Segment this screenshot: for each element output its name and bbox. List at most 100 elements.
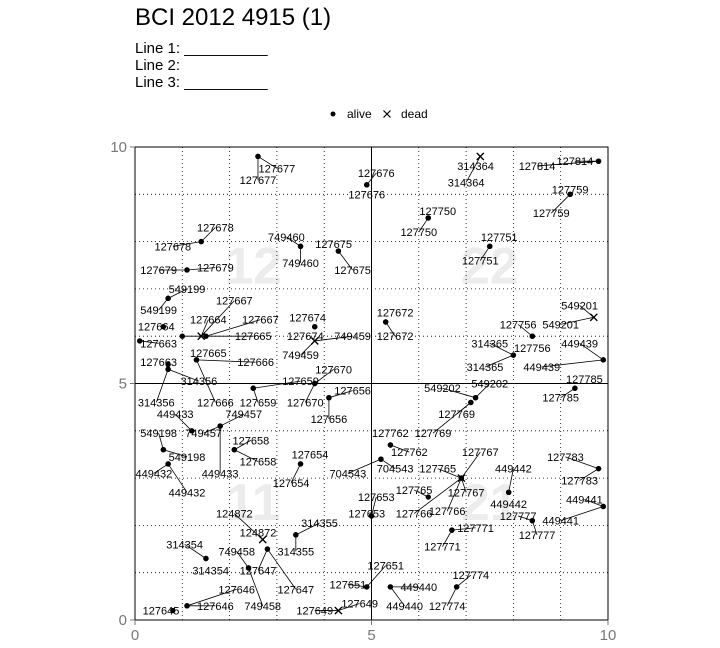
tree-id-label: 127658	[240, 457, 277, 469]
tree-point-alive	[335, 248, 342, 254]
leader-line	[219, 413, 244, 427]
y-tick-label: 5	[119, 376, 127, 393]
line-2-label: Line 2:	[135, 57, 181, 74]
tree-id-label: 314365	[471, 338, 508, 350]
line-3-blank: __________	[184, 74, 268, 91]
tree-point-alive	[198, 238, 204, 245]
tree-id-label: 127665	[190, 348, 227, 360]
tree-id-label: 549198	[169, 452, 206, 464]
leader-line	[203, 425, 221, 434]
leader-line	[537, 160, 599, 167]
tree-id-label: 449441	[542, 516, 579, 528]
leader-line	[347, 458, 382, 474]
tree-point-alive	[600, 503, 606, 510]
line-1-field: Line 1: __________	[135, 40, 268, 57]
tree-point-alive	[468, 399, 474, 406]
tree-id-label: 127672	[377, 308, 414, 320]
leader-line	[475, 383, 491, 398]
leader-line	[234, 513, 263, 540]
leader-line	[380, 458, 396, 469]
tree-id-label: 127665	[235, 331, 272, 343]
tree-id-label: 127771	[457, 523, 494, 535]
page-title: BCI 2012 4915 (1)	[135, 4, 332, 31]
y-tick-label: 0	[119, 612, 127, 629]
tree-id-label: 314364	[448, 177, 485, 189]
leader-line	[174, 413, 193, 432]
tree-id-label: 704543	[377, 464, 414, 476]
tree-point-dead	[476, 152, 485, 161]
tree-point-alive	[368, 513, 375, 519]
legend-label-dead: dead	[401, 107, 428, 121]
tree-point-alive	[297, 243, 304, 250]
tree-point-alive	[184, 603, 190, 609]
leader-line	[385, 321, 396, 337]
tree-id-label: 127670	[287, 397, 324, 409]
tree-id-label: 127653	[358, 492, 395, 504]
tree-id-label: 127759	[552, 185, 589, 197]
tree-id-label: 749457	[225, 409, 262, 421]
tree-id-label: 127750	[400, 227, 437, 239]
tree-point-alive	[567, 191, 573, 197]
tree-point-alive	[184, 267, 190, 273]
tree-id-label: 127814	[557, 156, 594, 168]
tree-id-label: 127645	[143, 606, 180, 618]
leader-line	[432, 402, 472, 434]
leader-line	[579, 342, 604, 361]
tree-point-alive	[505, 489, 512, 495]
tree-id-label: 127649	[296, 606, 333, 618]
leader-line	[338, 603, 360, 611]
leader-line	[579, 468, 599, 481]
tree-id-label: 127677	[259, 163, 296, 175]
tree-id-label: 127765	[419, 464, 456, 476]
tree-id-label: 449439	[561, 338, 598, 350]
x-tick-label: 10	[600, 627, 617, 644]
leader-line	[200, 227, 216, 242]
tree-id-label: 127654	[273, 478, 310, 490]
tree-id-label: 549202	[471, 379, 508, 391]
tree-id-label: 449433	[202, 468, 239, 480]
tree-id-label: 127666	[197, 397, 234, 409]
tree-id-label: 127656	[311, 414, 348, 426]
leader-line	[139, 340, 159, 344]
leader-line	[234, 439, 252, 451]
tree-point-alive	[160, 447, 167, 453]
tree-id-label: 127651	[367, 561, 404, 573]
tree-id-label: 127663	[140, 357, 177, 369]
tree-id-label: 127751	[481, 232, 518, 244]
tree-point-alive	[529, 517, 536, 524]
quadrant-label: 12	[224, 237, 282, 295]
leader-line	[205, 319, 261, 337]
leader-line	[508, 468, 514, 493]
tree-id-label: 449439	[523, 362, 560, 374]
tree-id-label: 127783	[561, 475, 598, 487]
tree-id-label: 704543	[329, 468, 366, 480]
tree-id-label: 127646	[197, 601, 234, 613]
tree-id-label: 127783	[547, 452, 584, 464]
tree-point-alive	[250, 385, 256, 391]
tree-id-label: 127654	[292, 449, 329, 461]
tree-id-label: 449441	[566, 494, 603, 506]
tree-point-alive	[203, 333, 209, 339]
tree-point-alive	[297, 461, 304, 467]
tree-id-label: 127666	[237, 357, 274, 369]
tree-id-label: 127664	[138, 322, 175, 334]
tree-id-label: 127656	[334, 386, 371, 398]
tree-id-label: 127767	[462, 447, 499, 459]
tree-point-alive	[600, 357, 606, 363]
leader-line	[413, 477, 462, 514]
tree-point-alive	[293, 532, 299, 538]
tree-id-label: 449440	[400, 582, 437, 594]
tree-point-alive	[510, 352, 517, 358]
tree-id-label: 127672	[377, 331, 414, 343]
leader-line	[442, 387, 476, 399]
tree-id-label: 127756	[514, 343, 551, 355]
leader-line	[517, 324, 533, 337]
leader-line	[257, 548, 268, 571]
leader-line	[286, 236, 301, 247]
leader-line	[446, 477, 462, 512]
leader-line	[184, 543, 207, 559]
tree-id-label: 127678	[154, 241, 191, 253]
tree-id-label: 127785	[542, 393, 579, 405]
leader-line	[196, 359, 256, 363]
tree-id-label: 749458	[218, 546, 255, 558]
